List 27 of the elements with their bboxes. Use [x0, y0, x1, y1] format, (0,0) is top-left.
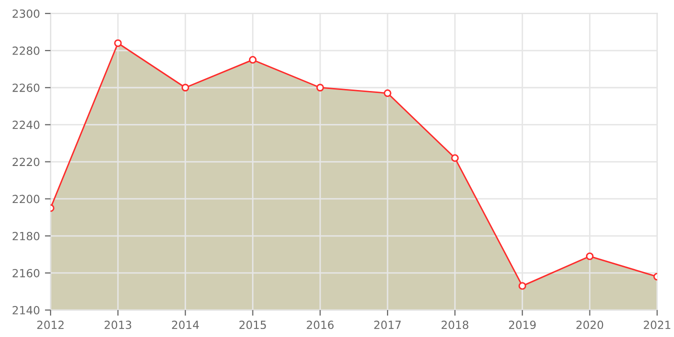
x-tick-label: 2017	[374, 320, 401, 330]
y-tick-label: 2160	[12, 268, 40, 278]
y-tick-label: 2220	[12, 158, 40, 166]
y-tick-label: 2140	[12, 306, 40, 314]
x-tick-label: 2013	[104, 320, 132, 330]
point	[114, 39, 122, 47]
y-tick-label: 2260	[12, 84, 40, 92]
y-tick-label: 2280	[12, 46, 40, 55]
point	[316, 84, 324, 92]
y-tick-label: 2300	[12, 9, 40, 18]
x-tick-label: 2019	[509, 320, 536, 330]
x-tick-label: 2016	[306, 320, 334, 330]
point	[182, 84, 190, 92]
x-tick-label: 2012	[37, 320, 64, 330]
point	[518, 282, 526, 290]
y-tick-label: 2200	[12, 194, 40, 204]
point	[248, 56, 257, 64]
y-tick-label: 2240	[12, 120, 40, 130]
point	[384, 89, 392, 97]
x-tick-label: 2015	[239, 320, 266, 330]
y-tick-label: 2180	[12, 232, 40, 240]
x-tick-label: 2014	[172, 320, 199, 330]
x-tick-label: 2018	[442, 320, 468, 330]
point	[451, 154, 459, 162]
x-tick-label: 2020	[576, 320, 604, 330]
x-tick-label: 2021	[644, 320, 670, 330]
point	[586, 252, 594, 260]
